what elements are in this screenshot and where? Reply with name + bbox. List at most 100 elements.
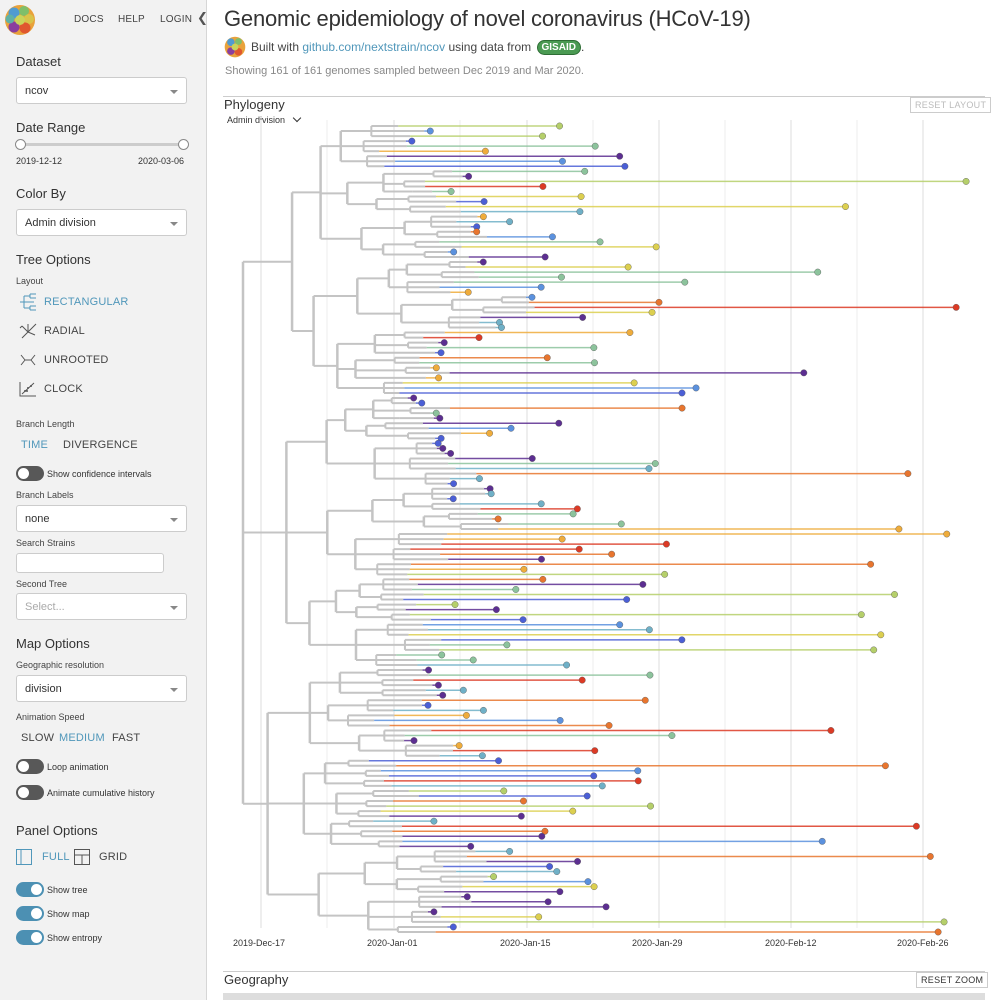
- tree-tip[interactable]: [492, 606, 500, 613]
- layout-rectangular[interactable]: RECTANGULAR: [18, 293, 168, 311]
- tree-tip[interactable]: [608, 550, 616, 558]
- tree-tip[interactable]: [439, 444, 447, 452]
- tree-tip[interactable]: [447, 188, 455, 195]
- tree-tip[interactable]: [410, 394, 418, 402]
- tree-tip[interactable]: [546, 863, 553, 870]
- layout-clock[interactable]: CLOCK: [18, 380, 168, 398]
- tree-tip[interactable]: [498, 324, 505, 331]
- reset-layout-button[interactable]: RESET LAYOUT: [910, 97, 992, 113]
- tree-tip[interactable]: [895, 525, 903, 533]
- tree-tip[interactable]: [512, 586, 520, 593]
- tree-tip[interactable]: [818, 837, 826, 845]
- tree-tip[interactable]: [438, 651, 446, 659]
- full-layout-icon[interactable]: [16, 849, 32, 865]
- tree-tip[interactable]: [434, 439, 442, 447]
- tree-tip[interactable]: [616, 152, 624, 160]
- tree-tip[interactable]: [870, 646, 878, 654]
- tree-tip[interactable]: [602, 903, 610, 911]
- color-by-select[interactable]: Admin division: [16, 209, 187, 236]
- tree-tip[interactable]: [678, 636, 686, 644]
- tree-tip[interactable]: [473, 228, 481, 236]
- help-link[interactable]: HELP: [118, 14, 145, 25]
- tree-tip[interactable]: [410, 737, 418, 744]
- tree-tip[interactable]: [506, 848, 514, 855]
- tree-tip[interactable]: [449, 923, 457, 931]
- chevron-left-icon[interactable]: ❮: [197, 10, 208, 25]
- tree-tip[interactable]: [469, 656, 477, 664]
- tree-tip[interactable]: [450, 248, 458, 256]
- tree-tip[interactable]: [827, 727, 835, 734]
- tree-tip[interactable]: [940, 918, 948, 926]
- layout-radial[interactable]: RADIAL: [18, 322, 168, 340]
- panel-grid[interactable]: GRID: [99, 851, 128, 863]
- tree-tip[interactable]: [559, 157, 566, 165]
- tree-tip[interactable]: [575, 545, 583, 553]
- tree-tip[interactable]: [692, 384, 700, 392]
- tree-tip[interactable]: [639, 581, 647, 588]
- tree-tip[interactable]: [490, 873, 498, 880]
- tree-tip[interactable]: [558, 535, 566, 543]
- tree-tip[interactable]: [432, 364, 440, 372]
- tree-tip[interactable]: [479, 258, 487, 266]
- tree-tip[interactable]: [645, 626, 653, 634]
- tree-tip[interactable]: [590, 883, 598, 891]
- tree-tip[interactable]: [647, 802, 654, 810]
- gisaid-logo[interactable]: GISAID: [536, 40, 581, 55]
- confidence-intervals-toggle[interactable]: [16, 466, 44, 481]
- tree-tip[interactable]: [681, 278, 689, 286]
- panel-full[interactable]: FULL: [42, 851, 70, 863]
- tree-tip[interactable]: [857, 611, 865, 619]
- geo-resolution-select[interactable]: division: [16, 675, 187, 702]
- tree-tip[interactable]: [569, 807, 577, 815]
- loop-animation-toggle[interactable]: [16, 759, 44, 774]
- tree-tip[interactable]: [912, 822, 920, 830]
- tree-tip[interactable]: [556, 122, 563, 130]
- tree-tip[interactable]: [814, 268, 822, 276]
- tree-tip[interactable]: [464, 288, 472, 296]
- tree-tip[interactable]: [678, 404, 686, 412]
- tree-tip[interactable]: [463, 711, 470, 719]
- show-map-toggle[interactable]: [16, 906, 44, 921]
- tree-tip[interactable]: [882, 762, 889, 770]
- tree-tip[interactable]: [624, 263, 632, 271]
- tree-tip[interactable]: [528, 293, 536, 301]
- tree-tip[interactable]: [598, 782, 606, 790]
- tree-tip[interactable]: [962, 178, 970, 185]
- tree-tip[interactable]: [500, 787, 508, 795]
- tree-tip[interactable]: [904, 470, 912, 477]
- tree-tip[interactable]: [451, 601, 459, 608]
- tree-tip[interactable]: [648, 308, 656, 316]
- tree-tip[interactable]: [447, 450, 455, 457]
- tree-tip[interactable]: [476, 475, 483, 483]
- tree-tip[interactable]: [943, 530, 951, 538]
- speed-fast[interactable]: FAST: [112, 732, 141, 744]
- tree-tip[interactable]: [623, 596, 631, 603]
- tree-tip[interactable]: [463, 893, 471, 901]
- tree-tip[interactable]: [877, 631, 885, 639]
- tree-tip[interactable]: [577, 193, 585, 200]
- branch-length-time[interactable]: TIME: [21, 439, 49, 451]
- tree-tip[interactable]: [503, 641, 511, 649]
- tree-tip[interactable]: [437, 434, 445, 442]
- tree-tip[interactable]: [800, 369, 808, 377]
- tree-tip[interactable]: [538, 832, 546, 840]
- color-legend-toggle[interactable]: Admin division: [227, 113, 301, 125]
- tree-tip[interactable]: [573, 505, 581, 513]
- tree-tip[interactable]: [480, 198, 488, 205]
- reset-zoom-button[interactable]: RESET ZOOM: [916, 972, 989, 988]
- tree-tip[interactable]: [520, 797, 527, 805]
- tree-tip[interactable]: [436, 414, 444, 422]
- tree-tip[interactable]: [556, 888, 564, 896]
- tree-tip[interactable]: [842, 203, 849, 211]
- tree-tip[interactable]: [668, 732, 676, 739]
- tree-tip[interactable]: [634, 767, 642, 775]
- tree-tip[interactable]: [495, 757, 502, 765]
- tree-tip[interactable]: [430, 817, 438, 825]
- tree-tip[interactable]: [605, 722, 613, 729]
- date-range-end-handle[interactable]: [178, 139, 189, 150]
- tree-tip[interactable]: [952, 303, 960, 311]
- tree-tip[interactable]: [480, 213, 487, 221]
- tree-tip[interactable]: [538, 555, 545, 563]
- tree-tip[interactable]: [467, 842, 475, 850]
- tree-tip[interactable]: [926, 853, 934, 860]
